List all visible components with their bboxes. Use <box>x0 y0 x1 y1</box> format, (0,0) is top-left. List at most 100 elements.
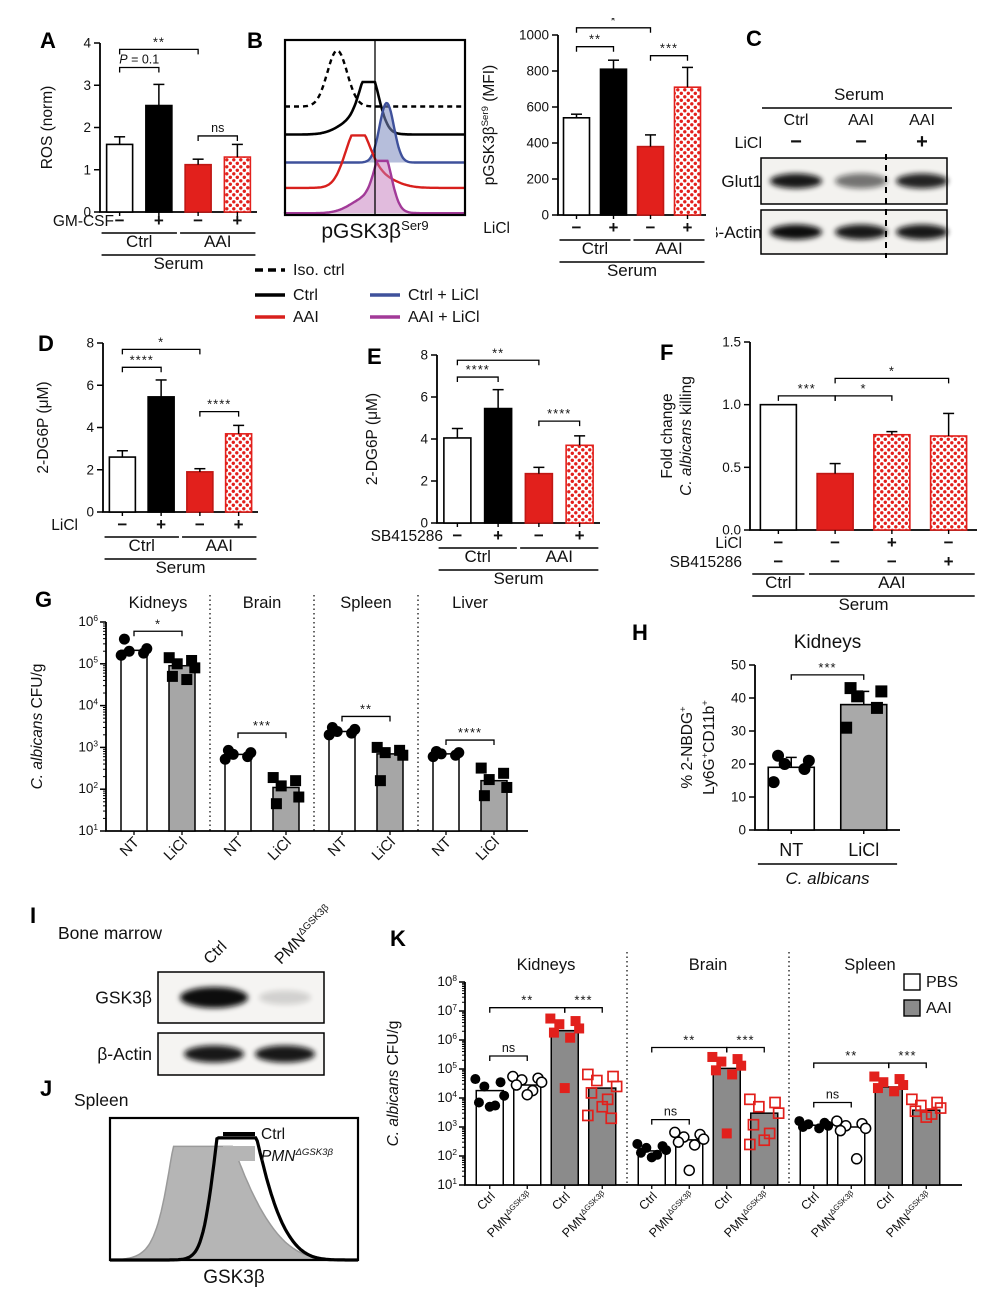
panel-E-label: E <box>367 344 382 369</box>
svg-text:108: 108 <box>437 973 457 989</box>
svg-text:105: 105 <box>437 1060 457 1076</box>
panel-B-histogram: B pGSK3βSer9 Iso. ctrl Ctrl Ctrl + LiCl AAI A… <box>243 22 488 337</box>
svg-text:Ctrl: Ctrl <box>293 287 318 304</box>
svg-text:−: − <box>830 533 840 552</box>
svg-text:***: *** <box>253 718 271 733</box>
panel-I-western-blot: Bone marrow Ctrl PMNΔGSK3β GSK3β β-Actin <box>58 902 332 1076</box>
svg-text:20: 20 <box>731 757 746 772</box>
svg-text:SB415286: SB415286 <box>371 528 443 545</box>
svg-text:*: * <box>860 381 866 396</box>
svg-text:−: − <box>855 131 867 153</box>
svg-text:**: ** <box>845 1048 857 1063</box>
svg-text:Serum: Serum <box>493 569 543 588</box>
svg-text:pGSK3βSer9: pGSK3βSer9 <box>321 218 428 243</box>
svg-text:AAI: AAI <box>655 239 682 258</box>
svg-text:4: 4 <box>83 36 91 51</box>
svg-text:−: − <box>830 552 840 571</box>
svg-text:Ctrl: Ctrl <box>798 1189 822 1213</box>
svg-text:−: − <box>195 515 205 534</box>
panel-J-flow-histogram: Spleen GSK3β Ctrl PMNΔGSK3β <box>74 1090 360 1288</box>
svg-text:+: + <box>154 211 164 230</box>
panel-C: C Serum Ctrl AAI AAI LiCl − − + Glut1 β-Actin <box>716 18 991 268</box>
panel-H: H 0 10 20 30 40 50 % 2-NBDG+ Ly6G+CD11b+ *** NT Li… <box>620 592 993 912</box>
svg-text:NT: NT <box>221 834 247 860</box>
svg-text:ns: ns <box>664 1105 677 1119</box>
svg-text:GSK3β: GSK3β <box>95 988 152 1008</box>
svg-text:ROS (norm): ROS (norm) <box>39 86 56 170</box>
svg-text:104: 104 <box>437 1089 457 1105</box>
svg-text:0: 0 <box>83 205 91 220</box>
svg-text:Bone marrow: Bone marrow <box>58 923 162 943</box>
svg-text:***: *** <box>898 1048 916 1063</box>
svg-text:GSK3β: GSK3β <box>203 1267 265 1288</box>
svg-text:400: 400 <box>526 136 549 151</box>
svg-text:Serum: Serum <box>153 254 203 273</box>
svg-text:NT: NT <box>429 834 455 860</box>
svg-text:Ctrl: Ctrl <box>873 1189 897 1213</box>
svg-text:1.5: 1.5 <box>722 335 741 350</box>
svg-text:+: + <box>232 211 242 230</box>
svg-text:2-DG6P (μM): 2-DG6P (μM) <box>35 381 52 473</box>
svg-text:−: − <box>572 218 582 237</box>
svg-text:LiCl: LiCl <box>369 834 399 864</box>
svg-text:***: *** <box>818 660 836 675</box>
svg-text:2: 2 <box>86 462 94 477</box>
svg-text:104: 104 <box>78 696 98 712</box>
svg-text:Serum: Serum <box>834 85 884 104</box>
svg-text:****: **** <box>466 362 490 377</box>
svg-text:2-DG6P (μM): 2-DG6P (μM) <box>364 393 381 485</box>
svg-text:Serum: Serum <box>838 595 888 614</box>
panel-F: F 0.0 0.5 1.0 1.5 Fold change C. albicans kil… <box>642 322 992 624</box>
svg-text:Glut1: Glut1 <box>721 172 762 191</box>
panel-K: K 101 102 103 104 105 106 107 108 C. albicans CF… <box>372 912 993 1294</box>
svg-text:Ly6G+CD11b+: Ly6G+CD11b+ <box>700 700 718 795</box>
svg-text:600: 600 <box>526 100 549 115</box>
svg-text:C. albicans: C. albicans <box>785 869 870 888</box>
svg-text:ns: ns <box>211 121 224 135</box>
svg-text:+: + <box>156 515 166 534</box>
svg-text:GM-CSF: GM-CSF <box>53 213 114 230</box>
svg-text:0: 0 <box>541 208 549 223</box>
svg-text:−: − <box>646 218 656 237</box>
svg-text:102: 102 <box>78 780 98 796</box>
svg-text:LiCl: LiCl <box>483 220 510 237</box>
svg-text:Brain: Brain <box>689 956 728 974</box>
svg-text:ns: ns <box>826 1087 839 1101</box>
svg-text:6: 6 <box>420 390 428 405</box>
svg-text:Serum: Serum <box>607 261 657 280</box>
svg-text:*: * <box>889 363 895 378</box>
svg-text:LiCl: LiCl <box>473 834 503 864</box>
svg-text:Ctrl: Ctrl <box>201 938 231 968</box>
svg-text:Ctrl: Ctrl <box>636 1189 660 1213</box>
svg-text:*: * <box>155 616 161 631</box>
svg-text:Spleen: Spleen <box>340 594 391 612</box>
svg-text:***: *** <box>736 1033 754 1048</box>
panel-I-label: I <box>30 903 37 928</box>
panel-C-label: C <box>746 26 762 51</box>
svg-text:***: *** <box>574 993 592 1008</box>
panel-E: E 0 2 4 6 8 2-DG6P (μM) **** ** **** SB415286− + − +… <box>315 322 610 607</box>
svg-text:−: − <box>773 533 783 552</box>
svg-text:−: − <box>773 552 783 571</box>
svg-text:Ctrl: Ctrl <box>549 1189 573 1213</box>
panel-H-chart: 0 10 20 30 40 50 % 2-NBDG+Ly6G+CD11b+ *** NT LiCl… <box>678 632 900 888</box>
svg-text:****: **** <box>458 725 482 740</box>
svg-text:Iso. ctrl: Iso. ctrl <box>293 262 345 279</box>
svg-text:NT: NT <box>325 834 351 860</box>
svg-text:0: 0 <box>86 505 94 520</box>
svg-text:ns: ns <box>502 1041 515 1055</box>
svg-text:Ctrl: Ctrl <box>711 1189 735 1213</box>
panel-J: J Spleen GSK3β Ctrl PMNΔGSK3β <box>18 1076 393 1294</box>
svg-text:+: + <box>493 526 503 545</box>
svg-text:800: 800 <box>526 64 549 79</box>
svg-text:2: 2 <box>420 474 428 489</box>
svg-text:10: 10 <box>731 790 746 805</box>
panel-B-flow-histogram: pGSK3βSer9 Iso. ctrl Ctrl Ctrl + LiCl AAI AAI… <box>255 38 480 326</box>
svg-text:AAI: AAI <box>878 573 905 592</box>
svg-text:50: 50 <box>731 658 746 673</box>
svg-text:*: * <box>158 334 164 349</box>
svg-text:**: ** <box>492 345 504 360</box>
svg-text:1.0: 1.0 <box>722 397 741 412</box>
